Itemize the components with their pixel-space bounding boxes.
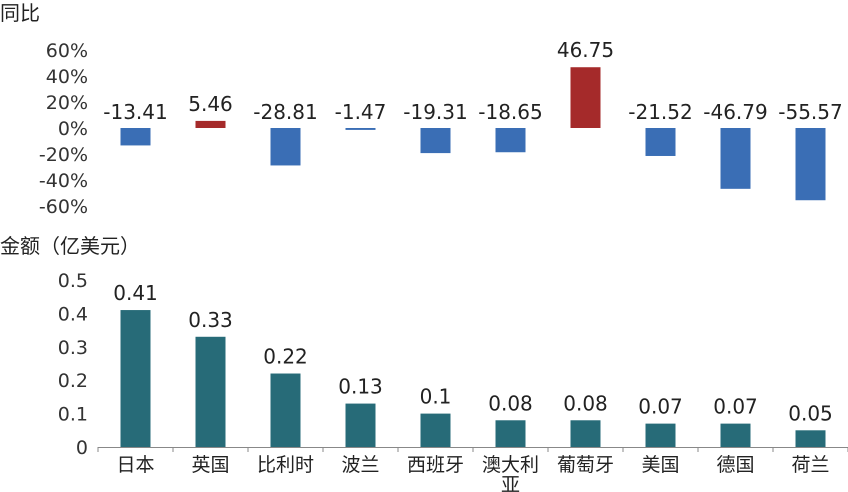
top-value-label: -18.65	[478, 100, 542, 124]
top-y-tick-label: 40%	[46, 66, 88, 88]
bottom-value-label: 0.1	[420, 385, 452, 409]
top-bar	[420, 128, 451, 154]
category-label: 澳大利亚	[482, 454, 539, 492]
bottom-value-label: 0.13	[338, 375, 383, 399]
bottom-bar	[795, 430, 826, 447]
top-bar	[720, 128, 751, 189]
top-value-label: -21.52	[628, 100, 692, 124]
bottom-bar	[420, 413, 451, 447]
top-bar	[120, 128, 151, 146]
top-y-tick-label: 20%	[46, 92, 88, 114]
top-value-label: -13.41	[103, 100, 167, 124]
bottom-y-tick-label: 0.4	[58, 303, 88, 325]
category-label: 西班牙	[407, 454, 464, 476]
top-y-tick-label: -40%	[39, 170, 88, 192]
category-label: 美国	[641, 454, 679, 476]
bottom-y-tick-label: 0	[76, 437, 88, 459]
top-bar	[195, 120, 226, 128]
top-y-axis-ticks: 60% 40% 20% 0% -20% -40% -60%	[39, 40, 88, 218]
bottom-chart-title: 金额（亿美元）	[0, 234, 140, 258]
category-label: 德国	[716, 454, 754, 476]
category-label: 比利时	[257, 454, 314, 476]
bottom-bar	[195, 336, 226, 447]
top-value-label: 46.75	[557, 38, 614, 62]
top-value-label: 5.46	[188, 92, 233, 116]
bottom-value-label: 0.08	[563, 391, 608, 415]
top-value-label: -19.31	[403, 100, 467, 124]
bottom-bar	[120, 310, 151, 447]
category-label: 荷兰	[791, 454, 829, 476]
top-value-label: -28.81	[253, 100, 317, 124]
bottom-value-label: 0.41	[113, 281, 158, 305]
top-value-label: -55.57	[778, 100, 842, 124]
bottom-bar	[720, 423, 751, 447]
top-bars	[120, 67, 826, 201]
top-chart-title: 同比	[0, 1, 40, 25]
top-y-tick-label: -20%	[39, 144, 88, 166]
bottom-value-labels: 0.41 0.33 0.22 0.13 0.1 0.08 0.08 0.07 0.07 0.05	[113, 281, 833, 425]
bottom-bars	[120, 310, 826, 447]
bottom-value-label: 0.07	[713, 395, 758, 419]
top-bar	[795, 128, 826, 201]
bottom-value-label: 0.08	[488, 391, 533, 415]
bottom-bar	[270, 373, 301, 447]
bottom-y-axis-ticks: 0.5 0.4 0.3 0.2 0.1 0	[58, 270, 88, 459]
top-bar	[570, 67, 601, 128]
top-y-tick-label: -60%	[39, 196, 88, 218]
top-bar	[495, 128, 526, 153]
category-label: 波兰	[341, 454, 379, 476]
bottom-value-label: 0.33	[188, 308, 233, 332]
bottom-x-axis-ticks	[97, 447, 848, 452]
top-y-tick-label: 0%	[58, 118, 88, 140]
top-y-tick-label: 60%	[46, 40, 88, 62]
category-label: 英国	[191, 454, 229, 476]
bottom-y-tick-label: 0.3	[58, 337, 88, 359]
bottom-value-label: 0.07	[638, 395, 683, 419]
bottom-value-label: 0.05	[788, 401, 833, 425]
category-label: 葡萄牙	[557, 454, 614, 476]
bottom-y-tick-label: 0.1	[58, 404, 88, 426]
top-value-label: -1.47	[335, 100, 387, 124]
bottom-bar	[570, 420, 601, 447]
top-bar	[645, 128, 676, 156]
top-value-label: -46.79	[703, 100, 767, 124]
top-bar	[345, 128, 376, 130]
bottom-y-tick-label: 0.2	[58, 370, 88, 392]
top-value-labels: -13.41 5.46 -28.81 -1.47 -19.31 -18.65 46.75 -2…	[103, 38, 842, 124]
top-bar	[270, 128, 301, 166]
bottom-y-tick-label: 0.5	[58, 270, 88, 292]
bottom-bar	[345, 403, 376, 447]
category-label: 日本	[116, 454, 154, 476]
bottom-bar	[495, 420, 526, 447]
bottom-value-label: 0.22	[263, 345, 308, 369]
bottom-bar	[645, 423, 676, 447]
